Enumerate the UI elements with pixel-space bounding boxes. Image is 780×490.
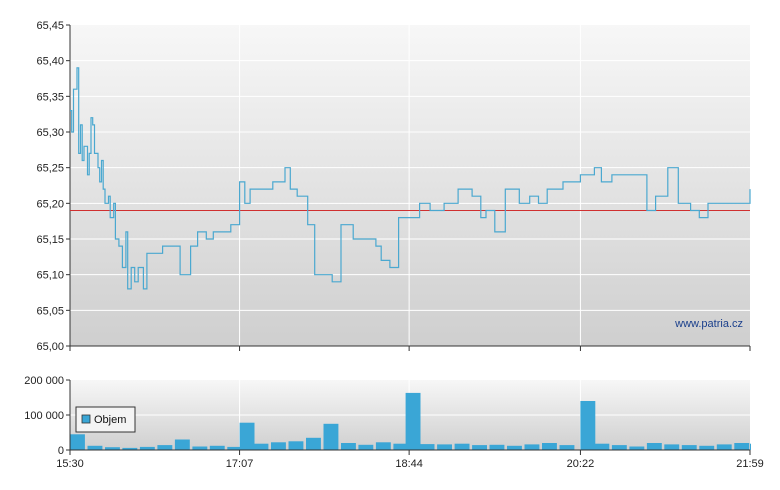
volume-bar — [271, 442, 286, 450]
volume-bar — [105, 447, 120, 450]
volume-bar — [227, 446, 243, 450]
volume-bar — [87, 445, 103, 450]
volume-bar — [419, 444, 435, 450]
volume-bar — [580, 401, 596, 450]
volume-bar — [594, 443, 610, 450]
price-y-tick-label: 65,20 — [36, 198, 64, 210]
volume-y-tick-label: 0 — [58, 445, 64, 457]
volume-bar — [341, 443, 356, 450]
volume-bar — [122, 447, 138, 450]
price-y-tick-label: 65,05 — [36, 305, 64, 317]
volume-y-tick-label: 100 000 — [24, 410, 64, 422]
volume-bar — [358, 444, 374, 451]
volume-panel: 200 000 100 000 015:30 17:07 18:44 20:22 21:59… — [24, 375, 764, 470]
volume-bar — [489, 444, 505, 451]
x-tick-label: 17:07 — [226, 458, 254, 470]
price-y-tick-label: 65,30 — [36, 127, 64, 139]
volume-bar — [157, 445, 173, 450]
volume-bar — [239, 422, 255, 450]
volume-bar — [542, 443, 557, 450]
volume-bar — [750, 443, 751, 450]
legend-label: Objem — [94, 414, 126, 426]
price-y-tick-label: 65,15 — [36, 234, 64, 246]
volume-bar — [393, 443, 409, 450]
volume-bar — [507, 445, 522, 450]
volume-bar — [716, 444, 732, 450]
volume-bar — [454, 443, 470, 450]
volume-bar — [253, 443, 269, 450]
volume-bar — [174, 439, 190, 450]
volume-bar — [734, 443, 750, 450]
x-tick-label: 15:30 — [56, 458, 84, 470]
volume-bar — [681, 445, 697, 450]
volume-bar — [306, 437, 321, 451]
volume-bar — [405, 392, 421, 450]
x-tick-label: 18:44 — [395, 458, 423, 470]
volume-bar — [611, 445, 627, 450]
volume-legend: Objem — [75, 406, 136, 433]
price-y-tick-label: 65,40 — [36, 56, 64, 68]
price-panel: 65,45 65,40 65,35 65,30 65,25 65,20 65,15 65,10… — [36, 20, 751, 353]
volume-bar — [139, 446, 155, 450]
volume-bar — [559, 445, 575, 450]
price-series-line — [70, 67, 751, 290]
volume-bar — [209, 445, 225, 450]
volume-bar — [629, 446, 645, 450]
x-tick-label: 21:59 — [736, 458, 764, 470]
price-y-tick-label: 65,25 — [36, 163, 64, 175]
volume-bar — [664, 444, 680, 450]
volume-bar — [375, 442, 391, 450]
volume-bar — [646, 443, 662, 450]
price-y-tick-label: 65,35 — [36, 91, 64, 103]
volume-bar — [472, 445, 487, 450]
price-y-tick-label: 65,00 — [36, 341, 64, 353]
price-y-tick-label: 65,45 — [36, 20, 64, 32]
watermark-text: www.patria.cz — [674, 318, 743, 330]
x-tick-label: 20:22 — [567, 458, 595, 470]
volume-bar — [288, 441, 304, 451]
volume-bar — [699, 445, 715, 450]
volume-bar — [524, 444, 540, 450]
volume-bar — [70, 434, 85, 451]
price-plot-area — [70, 25, 750, 346]
volume-bar — [323, 423, 339, 451]
volume-bar — [437, 444, 452, 450]
volume-y-tick-label: 200 000 — [24, 375, 64, 387]
volume-bar — [192, 446, 208, 450]
legend-swatch — [81, 414, 91, 424]
price-y-tick-label: 65,10 — [36, 270, 64, 282]
